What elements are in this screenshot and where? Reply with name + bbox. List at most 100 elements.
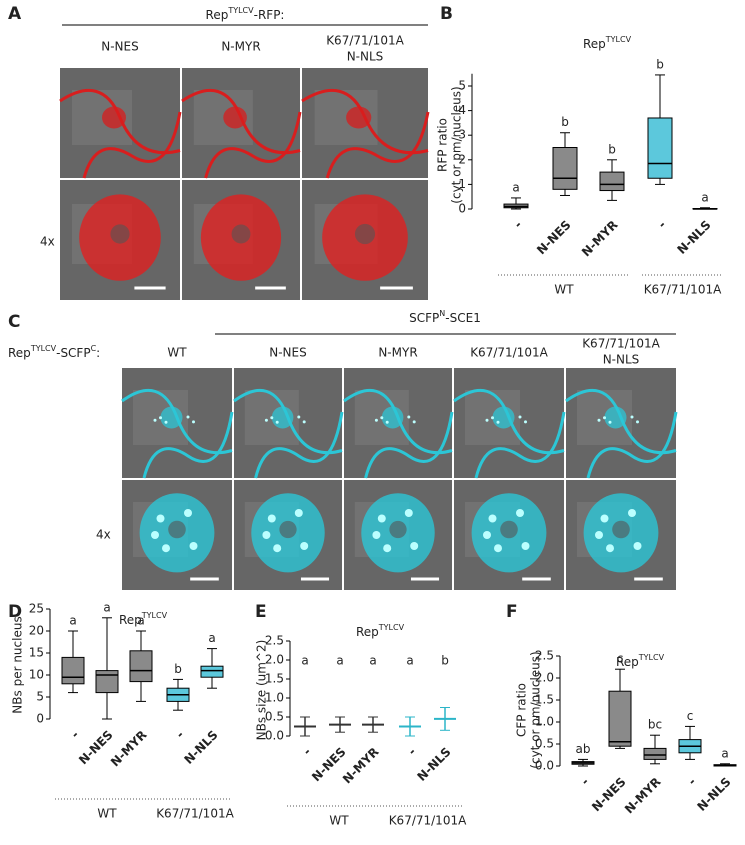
cell-wall — [82, 111, 182, 179]
y-tick-label: 4 — [458, 103, 466, 117]
group-label: K67/71/101A — [644, 283, 722, 297]
box — [552, 147, 578, 190]
group-label: K67/71/101A — [156, 807, 234, 821]
column-label: WT — [167, 346, 187, 360]
significance-letter: a — [301, 654, 308, 668]
chart-title: RepTYLCV — [119, 611, 168, 627]
nucleus — [102, 106, 126, 129]
nuclear-body — [164, 420, 168, 424]
x-tick-label: N-NLS — [674, 218, 713, 257]
column-label: N-MYR — [378, 346, 417, 360]
text-part: : — [96, 346, 100, 360]
cell-wall — [254, 411, 344, 479]
nuclear-body — [270, 416, 274, 420]
significance-letter: b — [608, 142, 616, 156]
text-part: C — [91, 344, 97, 353]
text-part: Rep — [583, 37, 606, 51]
nuclear-body — [488, 514, 497, 523]
column-label: N-MYR — [221, 40, 260, 54]
y-tick-label: 15 — [29, 646, 44, 660]
nuclear-body — [494, 544, 502, 553]
nuclear-body — [595, 531, 603, 539]
significance-letter: a — [137, 614, 144, 628]
text-part: -SCE1 — [445, 311, 481, 325]
nuclear-body — [380, 416, 384, 420]
x-tick-label: - — [578, 775, 591, 788]
nuclear-body — [372, 531, 381, 539]
y-axis-label: NBs per nucleus — [11, 616, 25, 713]
cell-wall — [204, 111, 302, 179]
x-tick-label: N-NES — [534, 218, 574, 258]
x-tick-label: - — [68, 728, 81, 741]
box — [599, 171, 625, 192]
zoom-label: 4x — [40, 235, 55, 249]
nucleolus — [354, 223, 376, 245]
column-label: K67/71/101A — [326, 34, 404, 48]
nucleolus — [389, 520, 407, 539]
nucleus — [381, 406, 404, 429]
nuclear-body — [156, 514, 165, 523]
y-tick-label: 1.0 — [535, 715, 554, 729]
panel-label: E — [255, 602, 267, 622]
y-tick-label: 0.5 — [265, 710, 284, 724]
text-part: Rep — [206, 8, 229, 22]
group-label: WT — [554, 283, 574, 297]
nuclear-body — [300, 542, 309, 550]
cell-wall — [325, 111, 430, 179]
text-part: TYLCV — [378, 623, 405, 632]
group-label: WT — [329, 814, 349, 828]
nuclear-body — [521, 542, 530, 550]
column-label: N-NLS — [603, 353, 640, 367]
x-tick-label: N-MYR — [340, 745, 382, 787]
nuclear-body — [184, 509, 192, 517]
nuclear-body — [496, 420, 500, 424]
nuclear-body — [491, 416, 494, 420]
chart-title: RepTYLCV — [616, 653, 665, 669]
panel-label: C — [8, 312, 20, 332]
row-label: RepTYLCV-SCFPC: — [8, 344, 100, 360]
text-part: TYLCV — [30, 344, 57, 353]
box — [643, 747, 667, 760]
column-label: N-NLS — [347, 50, 384, 64]
nuclear-body — [162, 544, 170, 553]
panel-label: D — [8, 602, 22, 622]
nucleolus — [612, 520, 630, 539]
nucleus — [604, 406, 627, 429]
y-tick-label: 5 — [36, 690, 44, 704]
nucleolus — [500, 520, 518, 539]
nucleolus — [231, 224, 251, 244]
y-tick-label: 2.0 — [535, 671, 554, 685]
nuclear-body — [153, 418, 157, 422]
x-tick-label: - — [300, 745, 313, 758]
y-tick-label: 20 — [29, 624, 44, 638]
y-axis-label: RFP ratio — [436, 118, 450, 172]
x-tick-label: - — [511, 218, 524, 231]
cell-wall — [586, 411, 678, 479]
box — [200, 665, 224, 678]
text-part: -SCFP — [56, 346, 90, 360]
nuclear-body — [407, 415, 411, 419]
nuclear-body — [518, 415, 522, 419]
nuclear-body — [636, 420, 639, 424]
significance-letter: c — [617, 652, 624, 666]
text-part: TYLCV — [227, 6, 254, 15]
x-tick-label: - — [685, 775, 698, 788]
y-tick-label: 2.5 — [265, 634, 284, 648]
y-tick-label: 0.5 — [535, 737, 554, 751]
nuclear-body — [302, 420, 306, 424]
nucleolus — [168, 520, 186, 539]
x-tick-label: - — [655, 218, 668, 231]
significance-letter: a — [69, 614, 76, 628]
significance-letter: b — [561, 115, 569, 129]
nuclear-body — [267, 514, 276, 523]
nucleolus — [110, 224, 130, 244]
y-tick-label: 1.5 — [265, 672, 284, 686]
significance-letter: b — [174, 662, 182, 676]
nuclear-body — [608, 420, 612, 424]
y-axis-label: NBs size (um^2) — [255, 640, 269, 741]
nuclear-body — [516, 509, 524, 517]
column-label: K67/71/101A — [470, 346, 548, 360]
y-tick-label: 2.5 — [535, 649, 554, 663]
y-axis-label: (cyt or pm/nucleus) — [450, 86, 464, 203]
